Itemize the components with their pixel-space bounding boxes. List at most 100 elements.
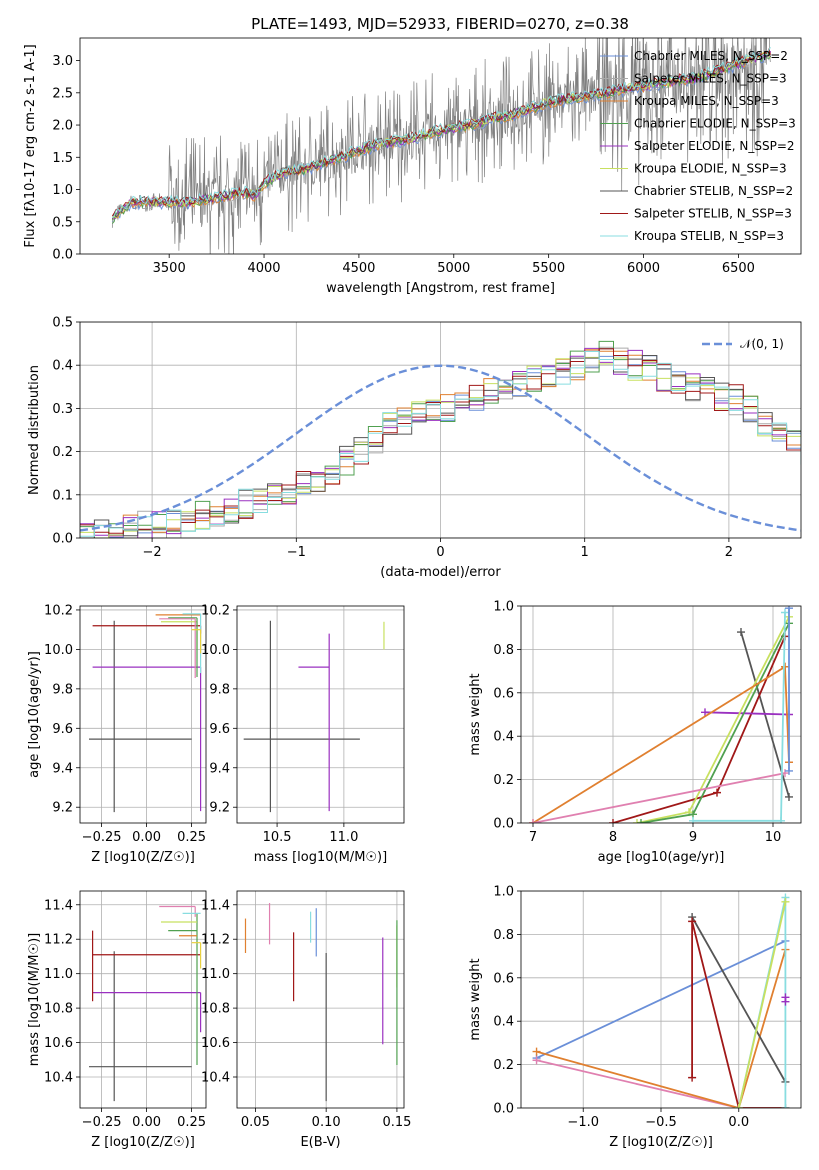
x-tick-label: 0.05 [241,1115,270,1130]
y-tick-label: 1.5 [52,151,73,166]
panel-residuals: −2 −1 0 1 2 0.0 0.1 0.2 0.3 0.4 0.5 (data-model)/er… [27,316,802,580]
plot-area [521,891,801,1108]
legend-entry: Salpeter MILES, N_SSP=3 [634,72,787,86]
y-axis-label: mass [log10(M/M☉)] [27,933,42,1066]
plot-area [111,38,772,254]
weight-point [689,816,697,823]
histogram-step [80,351,801,537]
y-tick-label: 10.2 [201,603,230,618]
x-tick-label: 0.00 [132,1115,161,1130]
x-tick-label: 0.0 [728,1115,749,1130]
x-axis-label: mass [log10(M/M☉)] [254,850,387,865]
y-tick-label: 2.0 [52,119,73,134]
panel-mass-vs-Z: −0.25 0.00 0.25 10.4 10.6 10.8 11.0 11.2 11.4 Z [… [27,890,207,1150]
y-tick-label: 10.6 [201,1036,230,1051]
figure-title: PLATE=1493, MJD=52933, FIBERID=0270, z=0… [251,15,629,33]
x-tick-label: 1 [581,545,589,560]
weight-point [781,662,789,671]
plot-area [80,322,801,538]
y-tick-label: 11.4 [44,898,73,913]
plot-area [80,891,206,1108]
spectrum-model-line [111,53,771,224]
y-tick-label: 11.0 [44,967,73,982]
legend-entry: Salpeter ELODIE, N_SSP=2 [634,139,795,153]
axes-frame [79,605,207,824]
weight-point [713,788,721,797]
x-tick-label: −1.0 [567,1115,599,1130]
panel-spectrum: 3500 4000 4500 5000 5500 6000 6500 0.0 0.5 1.0 1.5… [23,37,802,296]
weight-point [532,1047,541,1056]
weight-point [785,766,793,775]
weight-point [781,608,789,617]
y-axis-label: Normed distribution [27,365,42,495]
x-tick-label: 0 [436,545,444,560]
x-tick-label: −2 [143,545,162,560]
y-tick-label: 0.1 [52,488,73,503]
legend-entry: Salpeter STELIB, N_SSP=3 [634,207,792,221]
x-tick-label: 10 [765,830,782,845]
y-tick-label: 11.4 [201,898,230,913]
panel-age-vs-Z: −0.25 0.00 0.25 9.2 9.4 9.6 9.8 10.0 10.2 Z [log1… [27,603,207,865]
y-tick-label: 10.0 [44,643,73,658]
weight-point [701,708,709,717]
panel-mass-vs-EBV: 0.05 0.10 0.15 10.4 10.6 10.8 11.0 11.2 11.4 E(B-… [201,890,411,1150]
x-tick-label: −0.25 [82,830,122,845]
axes-frame [520,605,802,824]
plot-area [237,606,404,823]
y-tick-label: 10.4 [44,1071,73,1086]
weight-point [785,606,793,613]
legend-entry: Chabrier STELIB, N_SSP=2 [634,184,793,198]
axes-frame [236,605,405,824]
y-tick-label: 0.4 [493,730,514,745]
y-tick-label: 1.0 [493,885,514,900]
legend-entry: Kroupa MILES, N_SSP=3 [634,94,779,108]
x-tick-label: 0.00 [132,830,161,845]
x-tick-label: 5500 [532,261,565,276]
x-tick-label: 3500 [153,261,186,276]
weight-line [693,612,786,822]
y-tick-label: 10.4 [201,1071,230,1086]
x-axis-label: (data-model)/error [380,565,501,580]
y-tick-label: 9.2 [52,801,73,816]
weight-point [688,1073,697,1082]
histogram-step [80,347,801,538]
weight-point [529,819,537,823]
y-tick-label: 1.0 [52,183,73,198]
weight-point [734,1104,743,1108]
x-tick-label: 5000 [437,261,470,276]
y-tick-label: 0.0 [52,532,73,547]
weight-point [609,819,617,823]
x-tick-label: 8 [609,830,617,845]
y-tick-label: 0.8 [493,928,514,943]
y-axis-label: mass weight [468,673,483,755]
y-tick-label: 11.2 [44,933,73,948]
x-tick-label: 10.5 [263,830,292,845]
weight-point [633,819,641,823]
y-tick-label: 1.0 [493,600,514,615]
weight-point [777,816,785,823]
y-tick-label: 2.5 [52,86,73,101]
y-tick-label: 0.8 [493,643,514,658]
plot-area [237,891,404,1108]
y-tick-label: 0.2 [493,773,514,788]
y-tick-label: 10.8 [44,1002,73,1017]
legend-entry: Kroupa STELIB, N_SSP=3 [634,229,784,243]
legend-entry: Chabrier MILES, N_SSP=2 [634,49,788,63]
y-tick-label: 0.2 [493,1058,514,1073]
weight-point [688,917,697,926]
y-tick-label: 9.8 [209,682,230,697]
y-tick-label: 0.0 [52,248,73,263]
histogram-step [80,348,801,538]
y-tick-label: 0.3 [52,402,73,417]
x-tick-label: 6500 [722,261,755,276]
y-tick-label: 0.4 [493,1015,514,1030]
weight-line [536,1059,740,1108]
x-axis-label: Z [log10(Z/Z☉)] [609,1135,713,1150]
y-tick-label: 0.4 [52,359,73,374]
x-tick-label: 0.15 [382,1115,411,1130]
weight-point [781,993,790,1002]
y-tick-label: 0.0 [493,817,514,832]
y-tick-label: 0.6 [493,686,514,701]
y-tick-label: 9.4 [209,761,230,776]
